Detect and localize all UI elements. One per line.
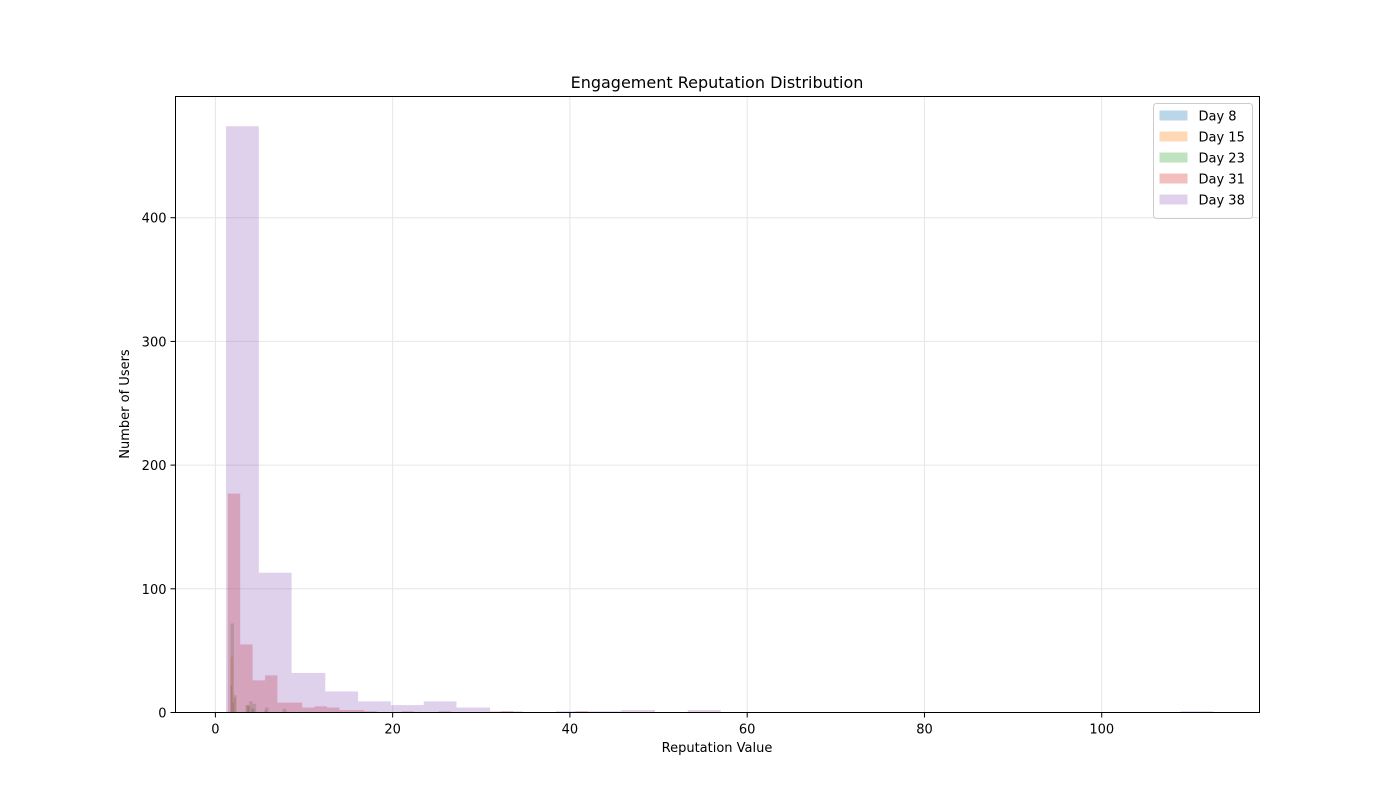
series-bars-day-8 <box>230 685 255 713</box>
y-tick-label: 400 <box>142 212 167 227</box>
histogram-bar <box>390 705 424 713</box>
y-tick-label: 200 <box>142 459 167 474</box>
y-tick-label: 100 <box>142 583 167 598</box>
histogram-bar <box>246 705 250 713</box>
plot-frame <box>175 96 1260 713</box>
y-axis-label: Number of Users <box>118 349 133 459</box>
histogram-bar <box>282 708 287 713</box>
y-axis-ticks: 0 100 200 300 400 <box>142 212 176 722</box>
histogram-bar <box>555 711 589 713</box>
histogram-bar <box>438 711 452 713</box>
legend-swatch <box>1159 110 1188 121</box>
legend-swatch <box>1159 173 1188 184</box>
histogram-bar <box>314 706 328 713</box>
histogram-bar <box>588 711 622 713</box>
histogram-bar <box>245 705 250 713</box>
histogram-bar <box>252 680 266 713</box>
histogram-bar <box>621 710 656 713</box>
x-axis-ticks: 0 20 40 60 80 100 <box>211 712 1114 738</box>
legend-entry: Day 31 <box>1199 173 1245 188</box>
histogram-bar <box>277 702 290 713</box>
x-tick-label: 20 <box>384 723 401 738</box>
legend-entry: Day 15 <box>1199 131 1245 146</box>
x-tick-label: 60 <box>739 723 756 738</box>
histogram-bar <box>258 572 292 713</box>
grid-lines <box>175 96 1260 713</box>
histogram-bars <box>226 126 1214 713</box>
histogram-bar <box>232 702 234 713</box>
legend-box <box>1153 103 1253 219</box>
histogram-bar <box>226 126 259 713</box>
series-bars-day-31 <box>227 493 588 713</box>
histogram-bar <box>364 711 377 713</box>
histogram-bar <box>575 711 588 713</box>
histogram-bar <box>265 707 269 713</box>
histogram-bar <box>687 710 721 713</box>
x-axis-label: Reputation Value <box>662 741 773 756</box>
series-bars-day-23 <box>230 623 287 713</box>
series-bars-day-15 <box>230 656 267 713</box>
histogram-bar <box>339 710 352 713</box>
legend-swatch <box>1159 152 1188 163</box>
legend: Day 8 Day 15 Day 23 Day 31 Day 38 <box>1153 103 1253 219</box>
histogram-bar <box>423 701 457 713</box>
histogram-bar <box>233 697 236 713</box>
histogram-bar <box>358 701 391 713</box>
histogram-bar <box>289 702 303 713</box>
legend-entry: Day 8 <box>1199 110 1237 125</box>
histogram-bar <box>249 701 253 713</box>
histogram-bar <box>233 695 237 713</box>
histogram-bar <box>230 685 233 713</box>
x-tick-label: 100 <box>1089 723 1114 738</box>
x-tick-label: 0 <box>211 723 219 738</box>
histogram-bar <box>325 691 359 713</box>
histogram-bar <box>230 656 234 713</box>
x-tick-label: 40 <box>562 723 579 738</box>
histogram-bar <box>327 707 340 713</box>
histogram-bar <box>490 711 523 713</box>
series-bars-day-38 <box>226 126 1214 713</box>
legend-swatch <box>1159 131 1188 142</box>
legend-swatch <box>1159 194 1188 205</box>
y-tick-label: 0 <box>158 707 166 722</box>
histogram-bar <box>291 672 326 713</box>
y-tick-label: 300 <box>142 335 167 350</box>
histogram-bar <box>1180 711 1214 713</box>
histogram-bar <box>251 708 255 713</box>
histogram-bar <box>265 675 278 713</box>
legend-entry: Day 38 <box>1199 194 1245 209</box>
histogram-bar <box>227 493 241 713</box>
histogram-bar <box>252 703 257 713</box>
histogram-bar <box>302 707 315 713</box>
histogram-bar <box>456 707 491 713</box>
histogram-bar <box>250 707 254 713</box>
histogram-bar <box>264 710 267 713</box>
histogram-bar <box>401 711 414 713</box>
histogram-bar <box>240 644 253 713</box>
histogram-bar <box>247 706 250 713</box>
x-tick-label: 80 <box>916 723 933 738</box>
legend-entry: Day 23 <box>1199 152 1245 167</box>
histogram-bar <box>351 710 365 713</box>
chart-title: Engagement Reputation Distribution <box>571 73 864 92</box>
histogram-bar <box>500 711 514 713</box>
histogram-bar <box>230 623 234 713</box>
